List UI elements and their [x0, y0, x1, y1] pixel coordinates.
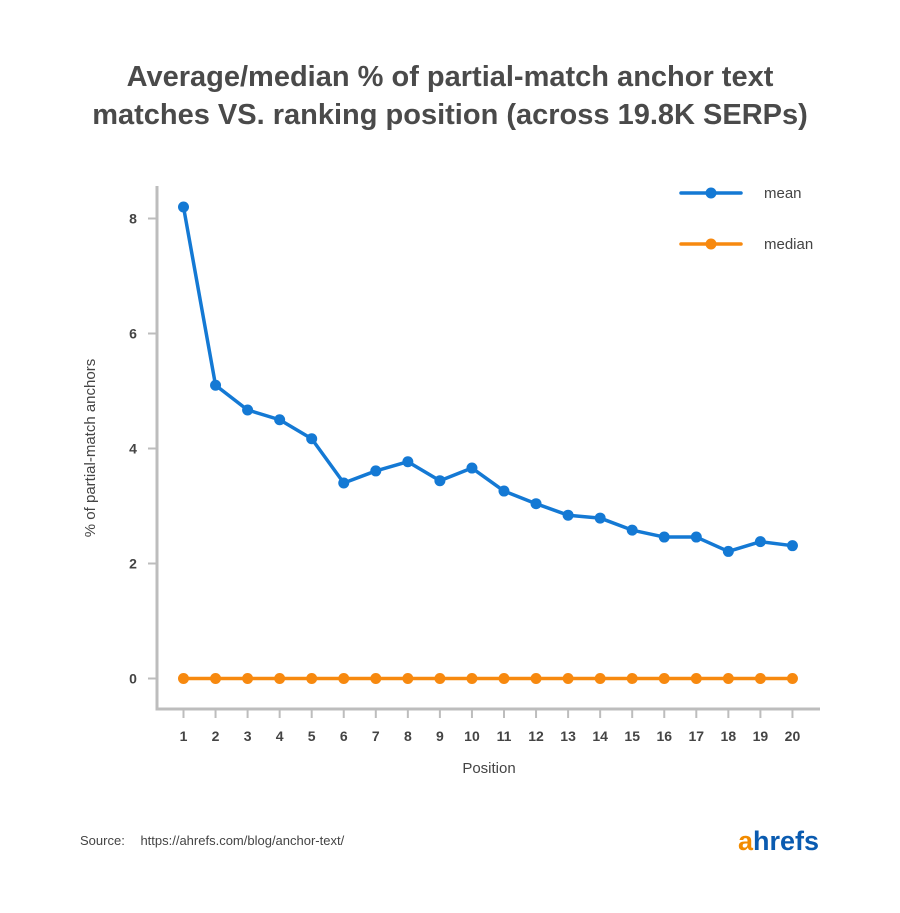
mean-point [626, 524, 638, 536]
median-point [466, 673, 478, 684]
median-point [594, 673, 606, 684]
mean-point [210, 379, 222, 391]
mean-point [722, 545, 734, 557]
x-tick-label: 19 [753, 728, 769, 744]
median-point [690, 673, 702, 684]
mean-point [594, 512, 606, 524]
x-axis-label: Position [462, 760, 515, 777]
mean-point [466, 462, 478, 474]
mean-point [690, 531, 702, 543]
legend-label: mean [764, 185, 802, 202]
legend-item-median: median [679, 236, 813, 253]
x-tick-label: 18 [721, 728, 737, 744]
mean-point [370, 465, 382, 477]
median-point [562, 673, 574, 684]
median-point [210, 673, 222, 684]
mean-point [562, 509, 574, 521]
x-tick-label: 15 [624, 728, 640, 744]
mean-point [274, 414, 286, 426]
chart-legend: mean median [679, 185, 813, 253]
mean-point [306, 433, 318, 445]
median-point [306, 673, 318, 684]
ahrefs-logo: ahrefs [738, 826, 819, 857]
median-point [402, 673, 414, 684]
chart-title-line-2: matches VS. ranking position (across 19.… [92, 99, 808, 131]
x-tick-label: 16 [656, 728, 672, 744]
mean-point [530, 498, 542, 510]
x-tick-label: 9 [436, 728, 444, 744]
median-point [178, 673, 189, 684]
x-tick-label: 10 [464, 728, 480, 744]
chart-title: Average/median % of partial-match anchor… [0, 58, 900, 134]
series-median [178, 673, 798, 684]
x-axis-ticks: 1 2 3 4 5 6 7 8 9 10 11 12 13 14 15 16 17 18 19 20 [180, 709, 801, 744]
legend-swatch-marker [705, 238, 717, 250]
x-tick-label: 12 [528, 728, 544, 744]
median-point [434, 673, 446, 684]
y-tick-label: 8 [129, 211, 137, 227]
legend-label: median [764, 236, 813, 253]
y-tick-label: 0 [129, 671, 137, 687]
mean-point [178, 201, 189, 213]
mean-point [754, 536, 766, 548]
x-tick-label: 11 [497, 728, 512, 744]
mean-point [242, 404, 254, 416]
x-tick-label: 2 [212, 728, 220, 744]
x-tick-label: 13 [560, 728, 576, 744]
median-point [370, 673, 382, 684]
legend-item-mean: mean [679, 185, 802, 202]
source-label: Source: [80, 833, 125, 848]
median-point [274, 673, 286, 684]
x-tick-label: 1 [180, 728, 188, 744]
median-point [722, 673, 734, 684]
logo-text-hrefs: hrefs [753, 826, 820, 856]
series-mean [178, 201, 798, 557]
mean-point [786, 540, 798, 552]
median-point [338, 673, 350, 684]
mean-line [181, 205, 795, 554]
x-tick-label: 20 [785, 728, 801, 744]
mean-point [338, 477, 350, 489]
median-point [754, 673, 766, 684]
x-tick-label: 7 [372, 728, 380, 744]
chart-title-line-1: Average/median % of partial-match anchor… [126, 61, 774, 93]
chart-axes [155, 186, 820, 711]
x-tick-label: 5 [308, 728, 316, 744]
y-tick-label: 2 [129, 556, 137, 572]
median-point [626, 673, 638, 684]
y-axis-label: % of partial-match anchors [82, 359, 99, 537]
mean-point [434, 475, 446, 487]
y-axis-ticks: 0 2 4 6 8 [129, 211, 157, 687]
median-point [530, 673, 542, 684]
x-tick-label: 3 [244, 728, 252, 744]
chart-series [178, 201, 798, 684]
median-point [786, 673, 798, 684]
x-tick-label: 14 [592, 728, 608, 744]
x-tick-label: 4 [276, 728, 284, 744]
logo-letter-a: a [738, 826, 754, 856]
mean-point [498, 485, 510, 497]
median-point [658, 673, 670, 684]
median-point [498, 673, 510, 684]
x-tick-label: 6 [340, 728, 348, 744]
y-tick-label: 6 [129, 326, 137, 342]
source-url: https://ahrefs.com/blog/anchor-text/ [140, 833, 345, 848]
x-tick-label: 8 [404, 728, 412, 744]
source-note: Source: https://ahrefs.com/blog/anchor-t… [80, 833, 344, 848]
mean-point [402, 456, 414, 468]
y-tick-label: 4 [129, 441, 137, 457]
x-tick-label: 17 [689, 728, 705, 744]
median-point [242, 673, 254, 684]
legend-swatch-marker [705, 187, 717, 199]
mean-point [658, 531, 670, 543]
